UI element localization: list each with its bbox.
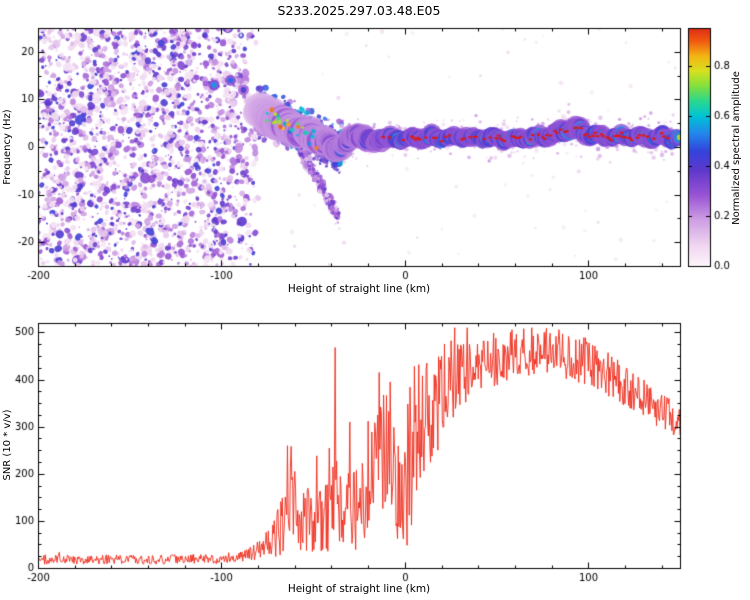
colorbar-label: Normalized spectral amplitude xyxy=(731,71,742,225)
spectrogram-x-axis-label: Height of straight line (km) xyxy=(287,283,431,295)
snr-y-axis-label: SNR (10 * v/v) xyxy=(2,409,13,481)
plot-title: S233.2025.297.03.48.E05 xyxy=(277,3,441,18)
snr-x-axis-label: Height of straight line (km) xyxy=(287,583,431,595)
spectrogram-y-axis-label: Frequency (Hz) xyxy=(2,109,13,185)
